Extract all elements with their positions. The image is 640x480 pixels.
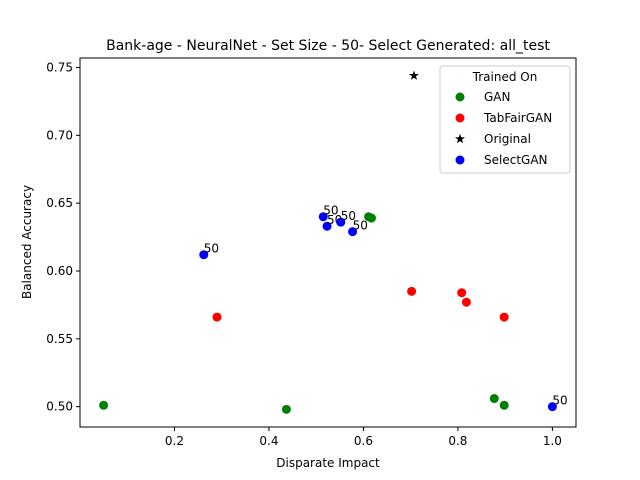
legend-frame [439,65,571,174]
legend-label-original: Original [484,132,531,146]
tabfairgan-point [457,288,467,298]
tabfairgan-point [212,312,222,322]
selectgan-point-label: 50 [353,219,368,233]
x-axis-label: Disparate Impact [276,456,380,470]
y-tick-label: 0.50 [46,400,73,414]
selectgan-point [322,221,332,231]
x-tick-label: 0.4 [259,434,278,448]
legend-marker-tabfairgan [455,113,465,123]
plot-area: 0.2 0.4 0.6 0.8 1.0 0.50 0.55 0.60 0.65 0.70 0.75 5… [46,60,567,448]
legend-marker-original [455,133,465,144]
chart-title: Bank-age - NeuralNet - Set Size - 50- Se… [106,38,550,54]
selectgan-point [348,227,358,237]
selectgan-point [336,217,346,227]
axes-frame [79,57,577,428]
selectgan-point [199,250,209,260]
x-tick-label: 0.6 [354,434,373,448]
legend-marker-selectgan [455,155,465,165]
legend: Trained On GAN TabFairGAN Original SelectGA… [439,65,571,174]
gan-point [366,213,376,223]
selectgan-point-label: 50 [341,209,356,223]
gan-point [489,394,499,404]
tabfairgan-point [407,286,417,296]
y-tick-label: 0.75 [46,60,73,74]
legend-label-selectgan: SelectGAN [484,153,548,167]
y-tick-label: 0.65 [46,196,73,210]
selectgan-point-label: 50 [204,242,219,256]
y-tick-label: 0.55 [46,332,73,346]
legend-label-gan: GAN [484,90,510,104]
x-tick-label: 0.8 [448,434,467,448]
y-axis-label: Balanced Accuracy [20,185,34,299]
legend-title: Trained On [472,70,538,84]
gan-point [99,400,109,410]
selectgan-point [318,212,328,222]
gan-point [281,404,291,414]
gan-point [499,400,509,410]
x-tick-label: 0.2 [165,434,184,448]
tabfairgan-point [499,312,509,322]
legend-label-tabfairgan: TabFairGAN [483,111,552,125]
selectgan-point [547,402,557,412]
selectgan-point-label: 50 [323,204,338,218]
selectgan-point-label: 50 [552,394,567,408]
original-point [409,70,419,80]
x-tick-label: 1.0 [543,434,562,448]
tabfairgan-point [461,297,471,307]
y-tick-label: 0.60 [46,264,73,278]
y-tick-label: 0.70 [46,128,73,142]
legend-marker-gan [455,92,465,102]
